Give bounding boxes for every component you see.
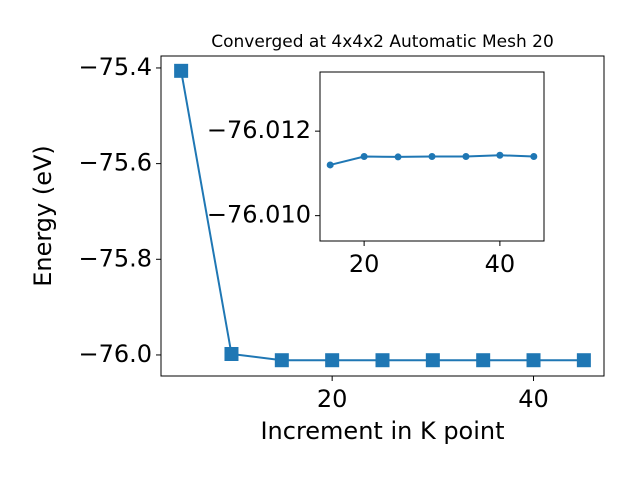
marker (375, 353, 390, 368)
x-tick-label: 40 (485, 250, 516, 278)
marker (526, 353, 541, 368)
marker (224, 346, 239, 361)
marker (530, 153, 538, 160)
marker (326, 161, 334, 169)
x-tick-label: 20 (317, 385, 348, 413)
marker (174, 63, 189, 78)
marker (274, 353, 289, 368)
marker (576, 353, 591, 368)
marker (476, 353, 491, 368)
y-tick-label: −75.6 (78, 149, 152, 177)
marker (360, 153, 368, 160)
x-axis-label: Increment in K point (260, 417, 504, 445)
y-tick-label: −75.4 (78, 53, 152, 81)
marker (325, 353, 340, 368)
marker (496, 151, 504, 159)
y-axis-label: Energy (eV) (29, 145, 57, 287)
x-tick-label: 40 (518, 385, 549, 413)
y-tick-label: −76.012 (207, 116, 311, 144)
marker (394, 153, 402, 161)
marker (425, 353, 440, 368)
x-tick-label: 20 (349, 250, 380, 278)
marker (428, 153, 436, 160)
y-tick-label: −76.0 (78, 340, 152, 368)
y-tick-label: −75.8 (78, 244, 152, 272)
y-tick-label: −76.010 (207, 201, 311, 229)
chart-title: Converged at 4x4x2 Automatic Mesh 20 (211, 32, 554, 52)
marker (462, 153, 470, 160)
